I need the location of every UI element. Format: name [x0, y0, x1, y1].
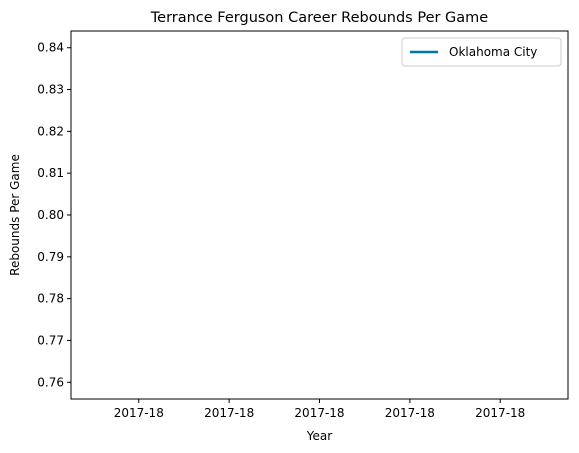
legend-box: [401, 37, 562, 67]
chart-title: Terrance Ferguson Career Rebounds Per Ga…: [150, 10, 489, 26]
x-tick-label: 2017-18: [204, 406, 254, 420]
x-tick-label: 2017-18: [114, 406, 164, 420]
x-tick-label: 2017-18: [294, 406, 344, 420]
y-axis: 0.76 0.77 0.78 0.79 0.80 0.81 0.82 0.83 0.84: [37, 41, 71, 389]
y-tick-label: 0.80: [37, 208, 64, 222]
y-tick-label: 0.84: [37, 41, 64, 55]
y-tick-label: 0.81: [37, 166, 64, 180]
y-tick-label: 0.78: [37, 292, 64, 306]
legend: Oklahoma City: [401, 37, 562, 67]
y-tick-label: 0.76: [37, 375, 64, 389]
plot-area: 0.76 0.77 0.78 0.79 0.80 0.81 0.82 0.83 0.84 201…: [37, 30, 569, 420]
y-tick-label: 0.77: [37, 333, 64, 347]
x-axis: 2017-18 2017-18 2017-18 2017-18 2017-18: [114, 399, 525, 420]
y-tick-label: 0.82: [37, 124, 64, 138]
y-tick-label: 0.83: [37, 83, 64, 97]
x-tick-label: 2017-18: [385, 406, 435, 420]
x-tick-label: 2017-18: [475, 406, 525, 420]
x-axis-label: Year: [306, 429, 332, 443]
legend-entry-label: Oklahoma City: [449, 45, 537, 59]
plot-frame: [70, 30, 569, 400]
y-tick-label: 0.79: [37, 250, 64, 264]
y-axis-label: Rebounds Per Game: [8, 154, 22, 276]
